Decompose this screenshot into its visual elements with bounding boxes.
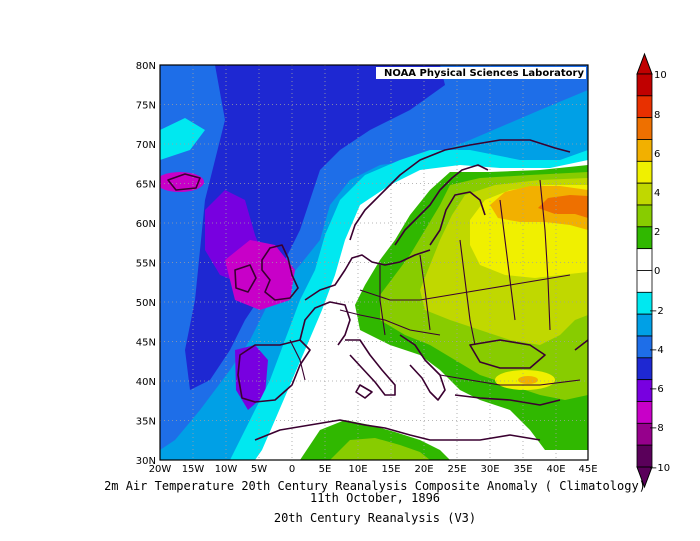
colorbar-swatch	[636, 226, 653, 250]
lat-label: 45N	[136, 338, 156, 349]
colorbar-bottom-arrow	[636, 466, 653, 489]
colorbar-swatch	[636, 313, 653, 337]
lat-label: 80N	[136, 61, 156, 72]
anomaly-region-minus2-west	[160, 118, 205, 160]
lon-label: 35E	[513, 464, 532, 475]
lon-label: 5E	[319, 464, 332, 475]
colorbar-top-arrow	[636, 52, 653, 75]
lat-label: 50N	[136, 298, 156, 309]
lon-label: 20W	[149, 464, 172, 475]
anomaly-region-plus3-africa	[330, 438, 430, 460]
lat-label: 40N	[136, 377, 156, 388]
map-frame	[159, 64, 589, 461]
lon-label: 15E	[381, 464, 400, 475]
country-borders	[289, 179, 581, 386]
graticule	[160, 65, 588, 460]
lat-label: 30N	[136, 456, 156, 467]
anomaly-region-plus7	[538, 195, 588, 218]
map-title-line2: 11th October, 1896	[309, 491, 441, 505]
lon-label: 5W	[251, 464, 267, 475]
colorbar-label: 10	[654, 70, 667, 81]
anomaly-region-minus6-north	[185, 65, 445, 390]
colorbar-label: −10	[649, 463, 670, 474]
lat-label: 60N	[136, 219, 156, 230]
colorbar-swatch	[636, 95, 653, 119]
anomaly-region-minus8-britain	[225, 240, 295, 310]
lon-label: 30E	[480, 464, 499, 475]
colorbar-label: 6	[654, 149, 660, 160]
lat-label: 35N	[136, 417, 156, 428]
latitude-labels: 80N 75N 70N 65N 60N 55N 50N 45N 40N 35N …	[136, 61, 156, 467]
map-title-line1: 2m Air Temperature 20th Century Reanalys…	[104, 479, 646, 493]
lon-label: 20E	[414, 464, 433, 475]
map-plot-area	[160, 65, 588, 460]
anomaly-region-minus6-iberia	[235, 345, 268, 410]
colorbar-swatch	[636, 73, 653, 97]
lon-label: 40E	[546, 464, 565, 475]
lon-label: 25E	[447, 464, 466, 475]
colorbar	[636, 52, 653, 489]
colorbar-label: 4	[654, 188, 660, 199]
credit-text: NOAA Physical Sciences Laboratory	[384, 68, 585, 79]
credit-box	[376, 67, 586, 79]
colorbar-swatch	[636, 160, 653, 184]
colorbar-label: −8	[649, 423, 664, 434]
colorbar-label: 0	[654, 266, 660, 277]
colorbar-swatch	[636, 117, 653, 140]
lat-label: 70N	[136, 140, 156, 151]
lat-label: 65N	[136, 180, 156, 191]
colorbar-label: −2	[649, 306, 664, 317]
lat-label: 55N	[136, 259, 156, 270]
colorbar-swatch	[636, 204, 653, 228]
map-source: 20th Century Reanalysis (V3)	[273, 511, 477, 525]
colorbar-swatch	[636, 248, 653, 271]
anomaly-region-plus6-turkey	[518, 376, 538, 384]
longitude-labels: 20W 15W 10W 5W 0 5E 10E 15E 20E 25E 30E …	[149, 464, 598, 475]
colorbar-label: −6	[649, 384, 664, 395]
colorbar-swatch	[636, 139, 653, 162]
colorbar-swatch	[636, 401, 653, 424]
colorbar-swatch	[636, 182, 653, 206]
lon-label: 45E	[578, 464, 597, 475]
colorbar-label: 8	[654, 110, 660, 121]
colorbar-label: −4	[649, 345, 664, 356]
lon-label: 0	[289, 464, 295, 475]
colorbar-label: 2	[654, 227, 660, 238]
coastlines	[167, 139, 588, 441]
colorbar-swatch	[636, 270, 653, 293]
lon-label: 10W	[215, 464, 238, 475]
lat-label: 75N	[136, 101, 156, 112]
colorbar-swatch	[636, 357, 653, 381]
lon-label: 10E	[348, 464, 367, 475]
lon-label: 15W	[182, 464, 205, 475]
colorbar-labels: 10 8 6 4 2 0 −2 −4 −6 −8 −10	[649, 70, 670, 474]
